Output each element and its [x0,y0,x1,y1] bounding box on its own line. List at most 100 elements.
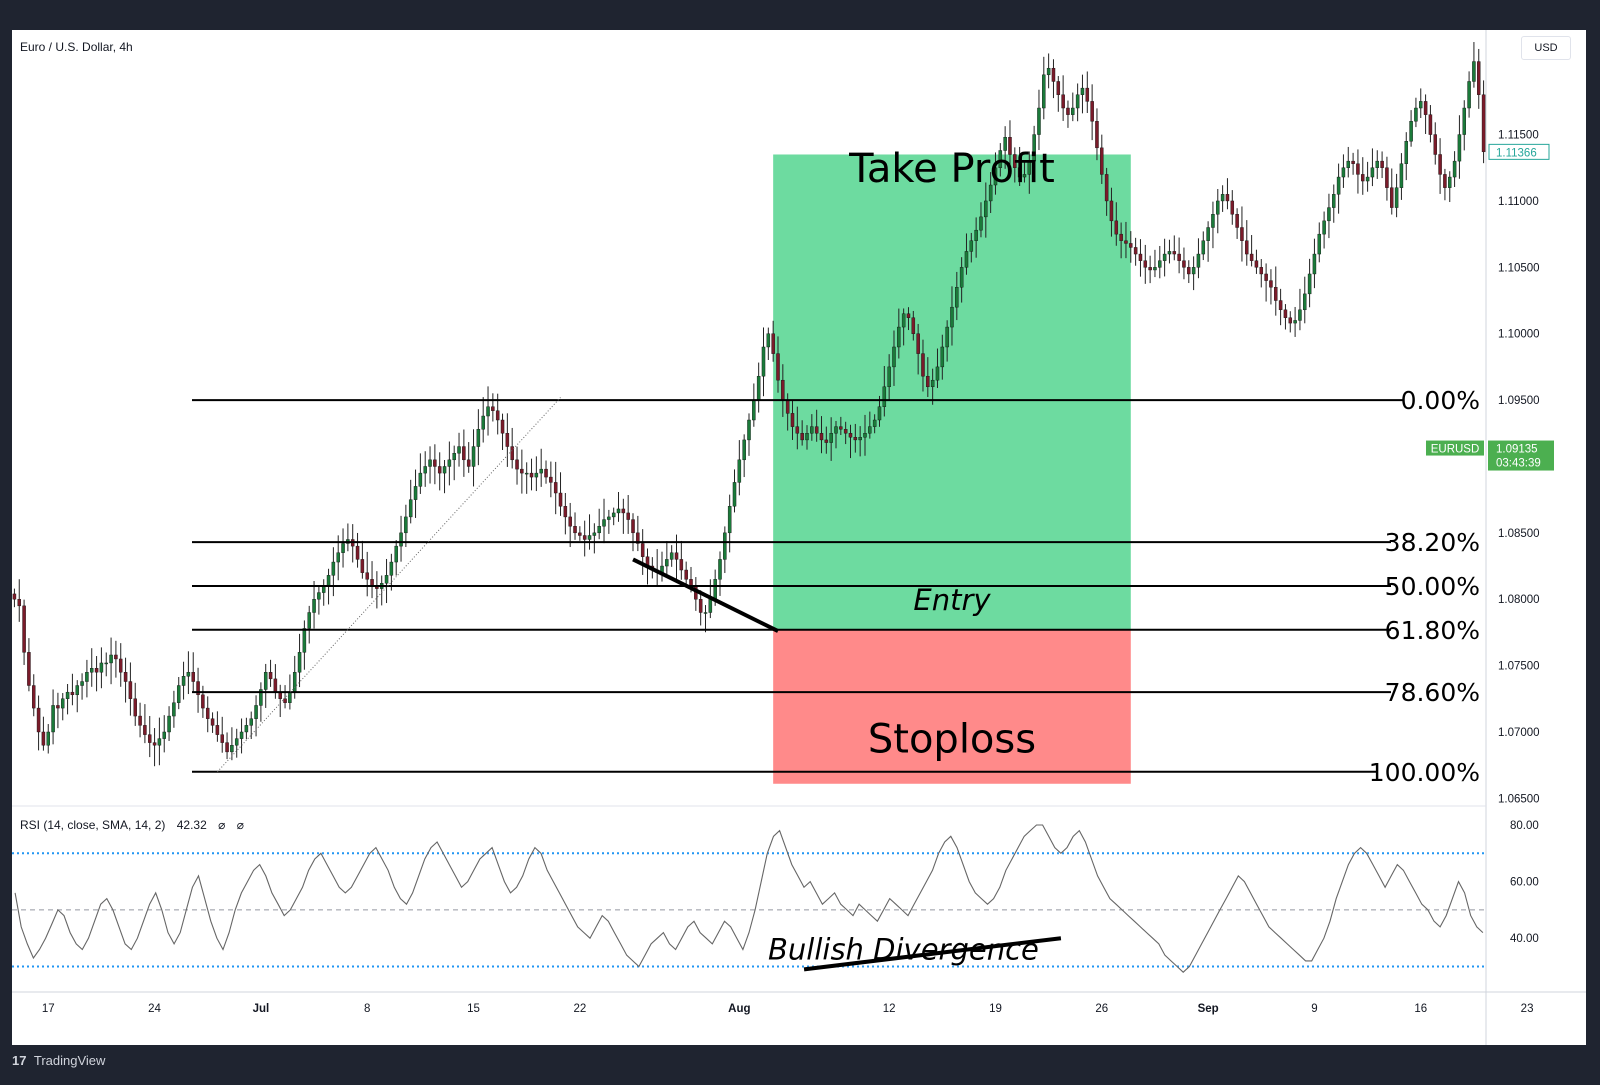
candle-down [510,446,514,461]
candle-down [1264,273,1268,281]
candle-up [955,287,959,308]
candle-down [365,572,369,580]
candle-down [674,552,679,560]
tradingview-logo-icon: 17 [12,1053,27,1068]
rsi-value: 42.32 [176,818,207,832]
candle-up [964,251,969,268]
candle-up [732,482,737,507]
candle-down [1259,267,1264,275]
fib-label-1: 38.20% [1385,528,1480,557]
candle-down [636,532,640,544]
candle-up [234,738,239,746]
candle-up [1322,220,1326,235]
time-tick-1: 24 [148,1003,161,1015]
candle-up [950,306,954,328]
candle-up [471,446,476,467]
candle-up [892,346,896,368]
candle-up [418,472,423,487]
candle-up [239,731,244,739]
candle-up [1370,167,1375,178]
candle-up [727,506,732,534]
candle-up [1452,160,1457,178]
time-tick-0: 17 [42,1003,55,1015]
candle-down [273,678,278,693]
candle-down [790,413,795,427]
candle-down [201,694,205,709]
candle-down [1085,87,1090,102]
candle-down [1443,174,1447,188]
candle-up [1158,260,1162,268]
rsi-title: RSI (14, close, SMA, 14, 2) [20,818,166,832]
candle-up [1467,81,1471,109]
candle-up [597,526,601,534]
candle-up [302,628,307,653]
candle-up [1399,163,1404,188]
candle-down [578,532,582,536]
candle-up [259,689,263,706]
time-tick-5: 22 [573,1003,586,1015]
candle-up [901,313,906,328]
candle-down [205,707,210,719]
candle-down [785,399,790,414]
chart-canvas[interactable]: 0.00% 38.20% 50.00% 61.80% 78.60% 100.00% Take… [12,30,1586,1045]
rsi-legend-icon-2: ⌀ [236,818,244,832]
candle-down [1240,227,1244,241]
candle-down [1481,94,1486,153]
candle-down [549,476,553,483]
candle-up [109,654,113,664]
candle-up [167,715,171,733]
candle-down [800,433,804,441]
candle-down [1177,253,1181,261]
candle-up [713,579,717,600]
candle-up [65,691,70,699]
candle-down [520,468,524,474]
candle-down [1245,240,1249,255]
candle-up [607,516,611,520]
candle-up [868,426,872,434]
candle-down [225,742,229,753]
candle-up [423,466,427,474]
time-tick-3: 8 [364,1003,370,1015]
candle-up [317,592,321,600]
candle-down [824,439,829,443]
candle-up [1080,87,1085,95]
candle-down [94,668,99,673]
candle-up [587,535,592,540]
candle-up [1075,94,1080,109]
candle-up [1042,74,1046,109]
time-tick-2: Jul [253,1003,270,1015]
candle-down [152,742,157,746]
candle-up [413,486,418,500]
candle-up [708,599,713,613]
candle-down [568,516,572,527]
candle-down [819,433,824,441]
candle-down [32,685,36,709]
candle-down [848,433,853,438]
time-tick-9: 26 [1095,1003,1108,1015]
candle-up [85,672,89,682]
candle-up [1037,107,1041,135]
candle-up [1162,253,1167,261]
candle-down [679,559,684,571]
candle-down [128,681,133,699]
candle-up [805,433,809,441]
candle-down [17,599,21,607]
currency-button[interactable]: USD [1521,36,1571,60]
candle-down [544,468,548,478]
candle-down [1288,317,1293,324]
candle-down [921,353,925,377]
price-tick-3: 1.10000 [1498,329,1540,341]
time-tick-8: 19 [989,1003,1002,1015]
candle-up [292,672,297,693]
candle-down [1351,160,1355,164]
candle-up [834,426,838,434]
candle-up [935,366,940,381]
candle-up [486,406,490,417]
candle-up [230,745,234,753]
candle-down [684,569,688,580]
candle-down [210,718,215,726]
candle-down [355,545,360,560]
fib-label-2: 50.00% [1385,572,1480,601]
candle-up [1293,320,1297,324]
candle-up [331,561,336,576]
